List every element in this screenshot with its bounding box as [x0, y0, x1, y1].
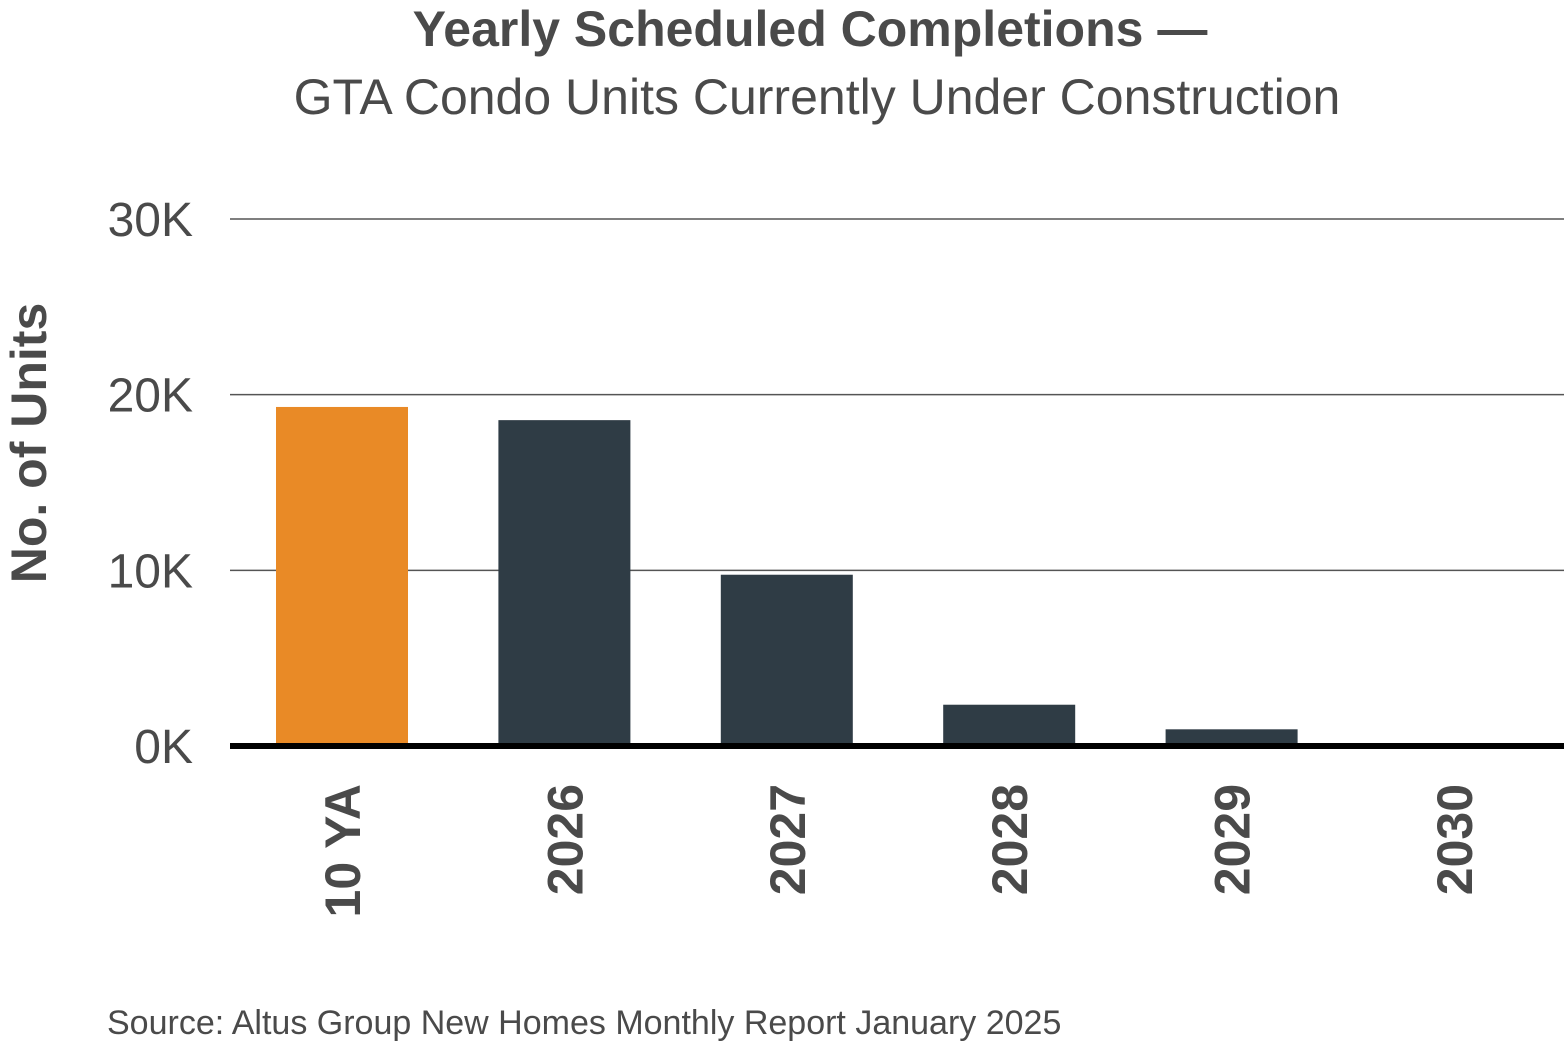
bar	[498, 420, 631, 746]
x-tick-label: 2026	[537, 784, 593, 895]
x-tick-label: 2028	[982, 784, 1038, 895]
y-axis-label: No. of Units	[1, 303, 57, 584]
x-tick-label: 10 YA	[315, 784, 371, 917]
gridlines	[230, 218, 1564, 572]
bars	[276, 406, 1298, 746]
y-tick-label: 0K	[134, 721, 193, 774]
x-tick-label: 2029	[1205, 784, 1261, 895]
y-tick-label: 10K	[108, 545, 193, 598]
x-axis-ticks: 10 YA 2026 2027 2028 2029 2030	[315, 784, 1483, 917]
x-tick-label: 2027	[760, 784, 816, 895]
y-tick-label: 20K	[108, 370, 193, 423]
chart-title: Yearly Scheduled Completions —	[413, 1, 1208, 57]
y-axis-ticks: 0K 10K 20K 30K	[108, 194, 193, 774]
bar	[720, 574, 853, 746]
chart-subtitle: GTA Condo Units Currently Under Construc…	[294, 69, 1341, 125]
bar	[943, 704, 1076, 746]
source-note: Source: Altus Group New Homes Monthly Re…	[107, 1004, 1061, 1042]
x-tick-label: 2030	[1427, 784, 1483, 895]
bar	[1165, 729, 1298, 746]
y-tick-label: 30K	[108, 194, 193, 247]
bar	[276, 406, 408, 746]
